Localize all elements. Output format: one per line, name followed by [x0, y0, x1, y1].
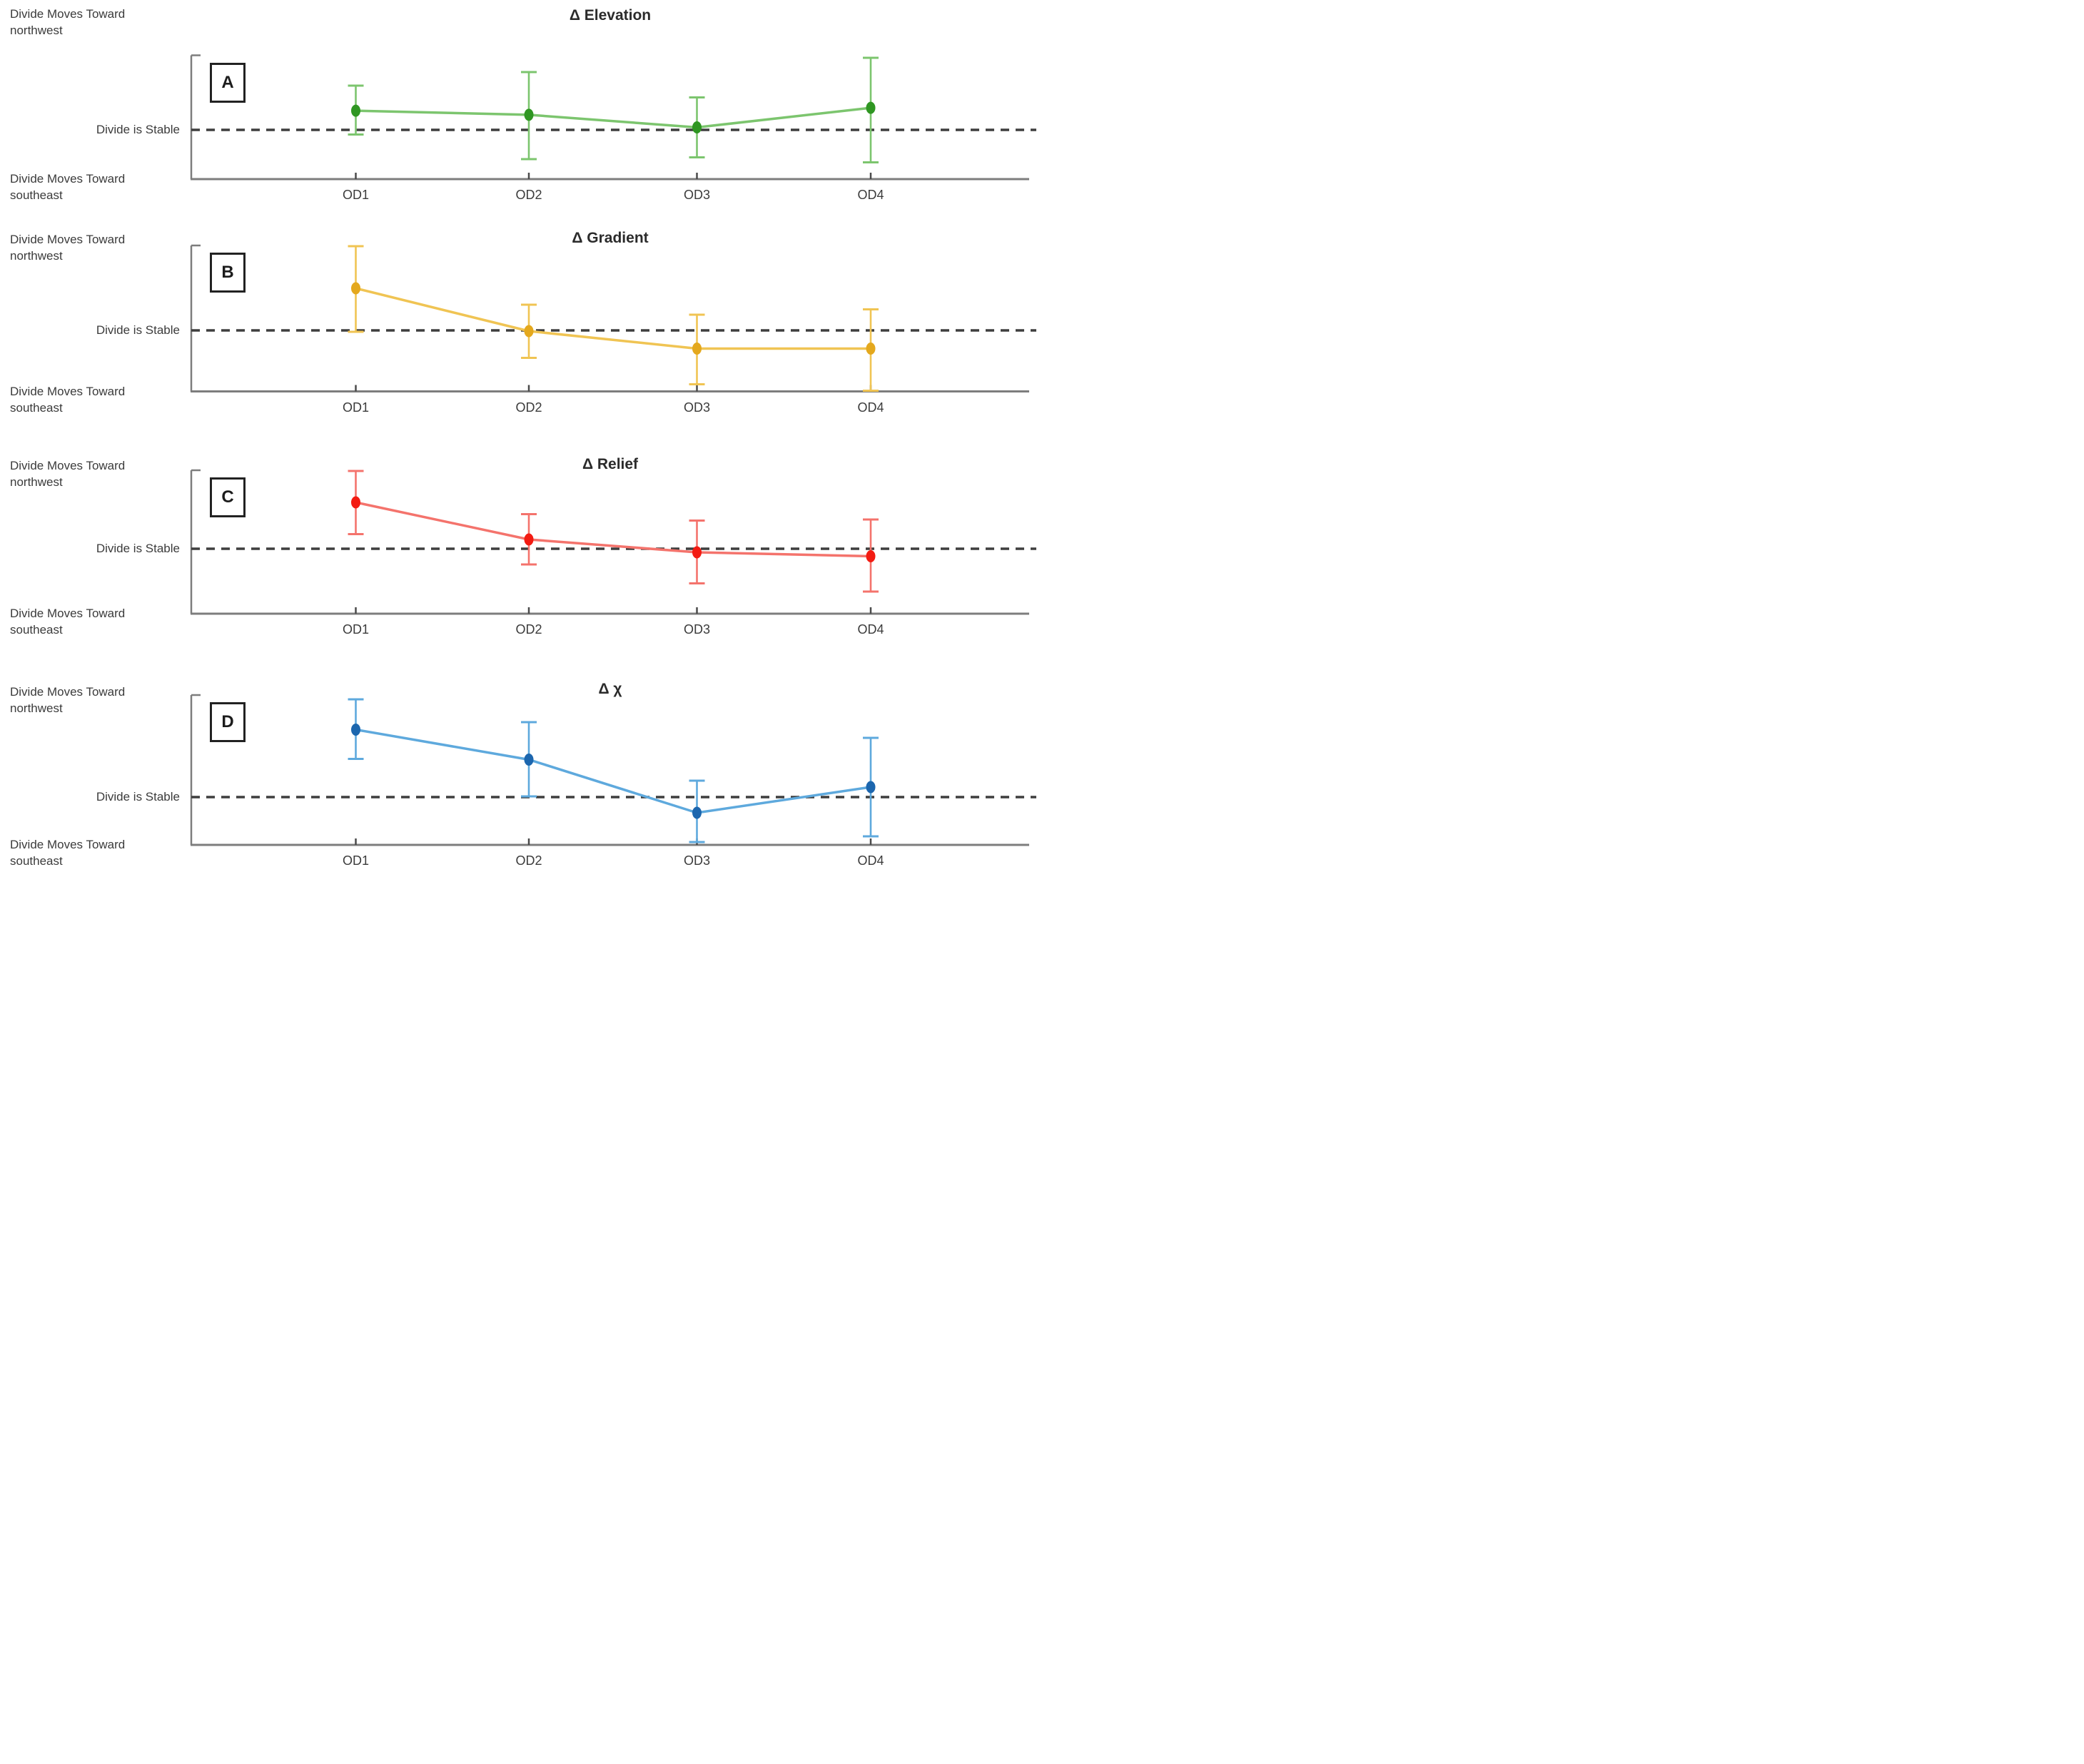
panel-title: Δ Relief [582, 456, 639, 472]
panel-elevation: Divide Moves Toward northwest Divide is … [0, 0, 1042, 221]
ylabel-northwest: Divide Moves Toward northwest [10, 684, 125, 716]
ylabel-northwest-line2: northwest [10, 249, 63, 263]
tick-label-od1: OD1 [342, 400, 370, 415]
panel-letter-box: B [210, 253, 246, 293]
tick-label-od2: OD2 [515, 853, 542, 868]
ylabel-northwest: Divide Moves Toward northwest [10, 6, 125, 39]
ylabel-southeast-line2: southeast [10, 623, 63, 637]
tick-label-od4: OD4 [857, 400, 884, 415]
ylabel-northwest-line1: Divide Moves Toward [10, 7, 126, 21]
ylabel-northwest-line1: Divide Moves Toward [10, 233, 126, 246]
panel-letter-box: C [210, 477, 246, 517]
panel-relief: Divide Moves Toward northwest Divide is … [0, 446, 1042, 671]
ylabel-northwest-line1: Divide Moves Toward [10, 459, 126, 472]
ylabel-southeast-line1: Divide Moves Toward [10, 384, 126, 398]
panel-letter: C [221, 487, 234, 507]
ylabel-southeast-line1: Divide Moves Toward [10, 607, 126, 620]
ylabel-southeast: Divide Moves Toward southeast [10, 836, 125, 869]
tick-label-od4: OD4 [857, 622, 884, 637]
panel-letter-box: A [210, 63, 246, 103]
ylabel-stable: Divide is Stable [96, 542, 180, 555]
ylabel-stable: Divide is Stable [96, 123, 180, 136]
ylabel-northwest: Divide Moves Toward northwest [10, 457, 125, 490]
ylabel-southeast-line1: Divide Moves Toward [10, 172, 126, 186]
panel-title: Δ Elevation [569, 7, 652, 24]
ylabel-southeast: Divide Moves Toward southeast [10, 171, 125, 203]
tick-label-od1: OD1 [342, 853, 370, 868]
ylabel-northwest-line2: northwest [10, 475, 63, 489]
tick-label-od1: OD1 [342, 188, 370, 202]
ylabel-northwest-line2: northwest [10, 24, 63, 37]
tick-label-od2: OD2 [515, 400, 542, 415]
panel-gradient: Divide Moves Toward northwest Divide is … [0, 221, 1042, 446]
tick-label-od2: OD2 [515, 622, 542, 637]
figure-page: Divide Moves Toward northwest Divide is … [0, 0, 1042, 882]
tick-label-od3: OD3 [683, 853, 711, 868]
ylabel-southeast: Divide Moves Toward southeast [10, 605, 125, 638]
tick-label-od4: OD4 [857, 853, 884, 868]
chi-errorbar-chart [190, 694, 1036, 846]
ylabel-southeast-line2: southeast [10, 400, 63, 415]
panel-title: Δ χ [598, 681, 622, 697]
ylabel-northwest: Divide Moves Toward northwest [10, 231, 125, 264]
ylabel-northwest-line2: northwest [10, 701, 63, 715]
ylabel-stable: Divide is Stable [96, 323, 180, 337]
ylabel-southeast-line2: southeast [10, 188, 63, 202]
tick-label-od3: OD3 [683, 622, 711, 637]
panel-letter: B [221, 263, 234, 282]
ylabel-stable: Divide is Stable [96, 790, 180, 804]
panel-title: Δ Gradient [572, 230, 649, 246]
ylabel-southeast: Divide Moves Toward southeast [10, 383, 125, 416]
panel-chi: Divide Moves Toward northwest Divide is … [0, 671, 1042, 882]
tick-label-od4: OD4 [857, 188, 884, 202]
ylabel-northwest-line1: Divide Moves Toward [10, 685, 126, 699]
tick-label-od3: OD3 [683, 188, 711, 202]
tick-label-od3: OD3 [683, 400, 711, 415]
panel-letter: A [221, 73, 234, 92]
tick-label-od1: OD1 [342, 622, 370, 637]
ylabel-southeast-line2: southeast [10, 854, 63, 868]
panel-letter-box: D [210, 702, 246, 742]
tick-label-od2: OD2 [515, 188, 542, 202]
panel-letter: D [221, 712, 234, 731]
ylabel-southeast-line1: Divide Moves Toward [10, 838, 126, 851]
